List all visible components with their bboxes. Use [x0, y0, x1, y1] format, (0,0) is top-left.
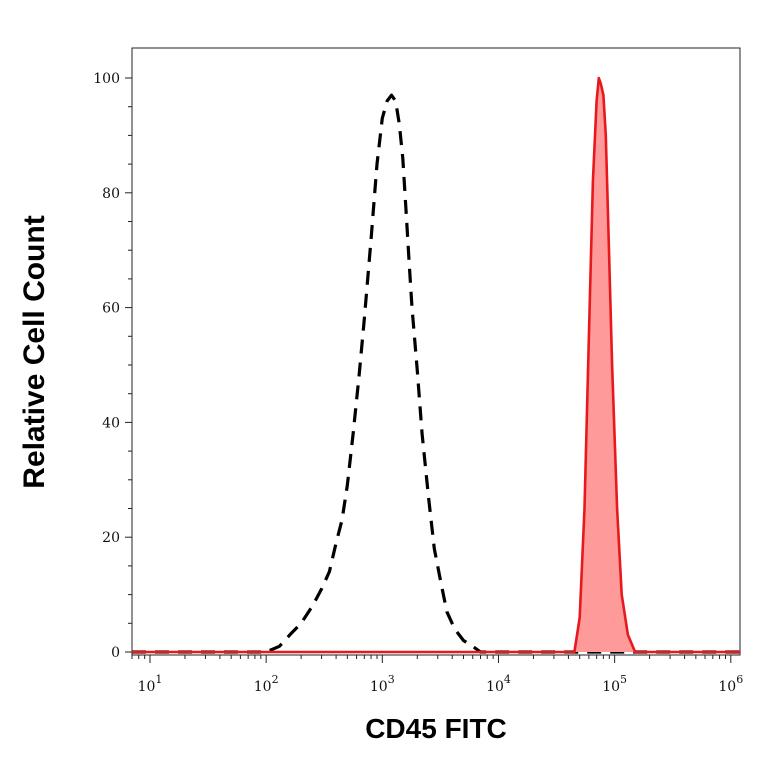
x-tick-label: 101 [138, 673, 163, 695]
x-tick-exponent: 4 [504, 673, 511, 686]
y-tick-label: 40 [102, 415, 120, 431]
plot-frame [131, 47, 741, 656]
series-1-line [132, 76, 740, 654]
x-tick-base: 10 [718, 679, 736, 695]
x-tick-exponent: 6 [736, 673, 743, 686]
y-tick-label: 100 [93, 71, 120, 87]
x-tick-label: 104 [486, 673, 511, 695]
series-1-fill [132, 78, 740, 652]
x-tick-exponent: 2 [272, 673, 279, 686]
x-tick-label: 105 [602, 673, 627, 695]
x-tick-base: 10 [254, 679, 272, 695]
x-tick-base: 10 [138, 679, 156, 695]
x-tick-base: 10 [602, 679, 620, 695]
x-tick-exponent: 3 [388, 673, 395, 686]
y-tick-label: 0 [111, 645, 120, 661]
x-axis: 101 102 103 104 105 106 [131, 655, 743, 695]
y-tick-label: 20 [102, 530, 120, 546]
x-tick-exponent: 5 [620, 673, 627, 686]
series-layer [132, 76, 740, 654]
y-tick-label: 80 [102, 186, 120, 202]
x-tick-label: 106 [718, 673, 743, 695]
x-tick-label: 102 [254, 673, 279, 695]
y-axis-title: Relative Cell Count [18, 215, 51, 488]
x-tick-exponent: 1 [155, 673, 162, 686]
y-tick-label: 60 [102, 301, 120, 317]
x-axis-title: CD45 FITC [365, 713, 507, 744]
x-tick-base: 10 [486, 679, 504, 695]
series-0-line [132, 93, 740, 654]
y-axis: 0 20 40 60 80 100 [93, 71, 132, 661]
x-tick-label: 103 [370, 673, 395, 695]
x-tick-base: 10 [370, 679, 388, 695]
